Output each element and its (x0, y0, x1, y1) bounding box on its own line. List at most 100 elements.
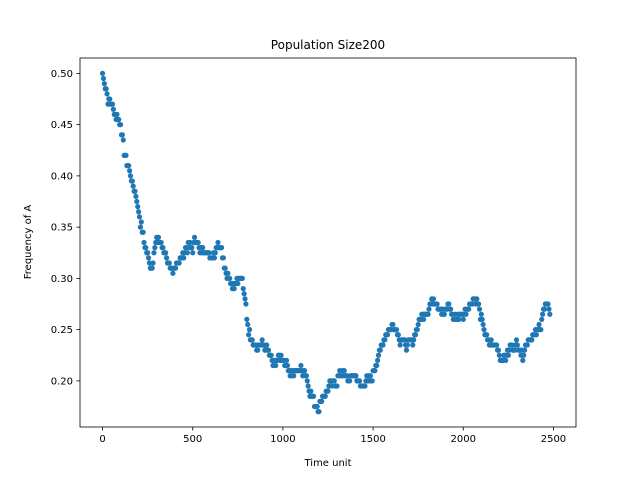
data-point (372, 368, 378, 374)
data-point (137, 224, 144, 230)
data-point (384, 332, 391, 338)
data-point (283, 357, 290, 363)
data-point (367, 373, 373, 379)
data-point (150, 260, 156, 266)
data-point (265, 347, 272, 353)
data-point (513, 337, 520, 343)
data-point (181, 255, 187, 261)
data-points (99, 70, 553, 415)
data-point (538, 327, 544, 333)
data-point (132, 188, 138, 194)
data-point (211, 255, 217, 261)
data-point (441, 311, 447, 317)
data-point (322, 393, 328, 399)
data-point (347, 378, 353, 384)
data-point (284, 362, 291, 369)
data-point (375, 352, 382, 358)
data-point (512, 347, 518, 353)
data-point (362, 383, 368, 389)
data-point (244, 316, 250, 322)
data-point (540, 311, 546, 317)
data-point (149, 265, 155, 271)
data-point (319, 398, 325, 404)
data-point (377, 347, 383, 353)
data-point (533, 332, 539, 338)
data-point (546, 306, 552, 312)
data-point (155, 234, 162, 240)
data-point (160, 245, 166, 251)
data-point (187, 239, 193, 246)
data-point (225, 270, 231, 276)
x-tick-label: 0 (99, 434, 105, 445)
data-point (117, 122, 124, 128)
data-point (126, 163, 132, 169)
data-point (278, 352, 284, 358)
data-point (259, 337, 265, 343)
data-point (308, 388, 314, 394)
data-point (172, 265, 179, 271)
data-point (116, 116, 122, 123)
y-tick-label: 0.30 (51, 274, 73, 285)
data-point (184, 250, 190, 256)
data-point (104, 91, 110, 97)
y-axis-title: Frequency of A (23, 205, 34, 280)
data-point (138, 219, 144, 225)
data-point (166, 260, 172, 266)
data-point (446, 301, 452, 307)
data-point (382, 337, 388, 343)
data-point (222, 265, 228, 271)
data-point (195, 239, 201, 246)
data-point (130, 183, 136, 189)
data-point (541, 306, 548, 312)
data-point (520, 357, 526, 363)
data-point (521, 352, 527, 358)
data-point (495, 347, 502, 353)
data-point (158, 239, 164, 246)
data-point (393, 327, 400, 333)
data-point (242, 296, 248, 302)
x-tick-label: 2500 (541, 434, 566, 445)
data-point (397, 342, 403, 348)
data-point (119, 132, 125, 138)
data-point (356, 378, 363, 384)
data-point (246, 332, 252, 338)
data-point (133, 193, 139, 199)
data-point (375, 357, 381, 363)
data-point (215, 239, 221, 246)
data-point (410, 342, 416, 348)
data-point (316, 409, 322, 415)
data-point (206, 250, 212, 256)
data-point (241, 291, 247, 297)
x-tick-label: 500 (183, 434, 202, 445)
data-point (402, 337, 408, 343)
data-point (103, 86, 109, 92)
data-point (334, 383, 340, 389)
data-point (136, 214, 143, 220)
data-point (310, 393, 317, 399)
data-point (143, 245, 149, 251)
data-point (426, 306, 432, 312)
data-point (478, 311, 484, 317)
data-point (127, 168, 133, 174)
y-tick-label: 0.35 (51, 223, 73, 234)
data-point (474, 296, 480, 302)
data-point (127, 173, 134, 179)
data-point (514, 342, 520, 348)
data-point (509, 342, 515, 348)
data-point (146, 260, 153, 266)
data-point (114, 111, 120, 117)
data-point (529, 337, 535, 343)
data-point (100, 75, 107, 82)
data-point (536, 321, 542, 328)
data-point (425, 311, 431, 317)
data-point (129, 178, 135, 184)
data-point (539, 316, 545, 322)
data-point (430, 296, 437, 302)
data-point (547, 311, 553, 317)
data-point (314, 403, 320, 410)
x-axis-title: Time unit (303, 458, 351, 469)
data-point (107, 96, 113, 102)
data-point (99, 70, 106, 76)
